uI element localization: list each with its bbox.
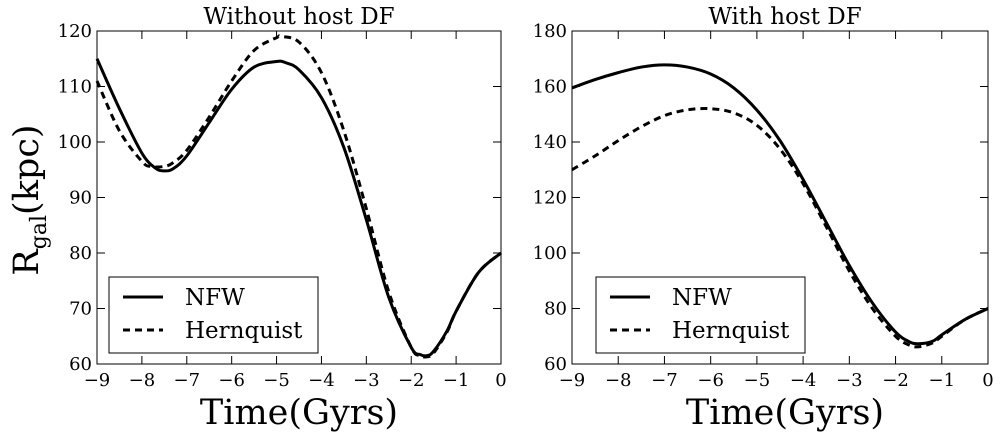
y-axis-label-unit: (kpc) (7, 124, 47, 215)
legend-label-nfw: NFW (185, 285, 245, 311)
legend-box (108, 276, 319, 354)
panel-title: Without host DF (203, 4, 394, 30)
legend-label-nfw: NFW (672, 285, 732, 311)
y-axis-label: Rgal(kpc) (7, 124, 52, 275)
plot-area: −9 −8 −7 −6 −5 −4 −3 −2 −1 0 60 70 80 90 100 110 120 (58, 21, 507, 391)
x-tick-label: 0 (982, 370, 993, 391)
series-line-hernquist (571, 106, 989, 349)
x-tick-label: −1 (443, 370, 470, 391)
legend: NFW Hernquist (108, 276, 319, 354)
x-tick-label: −9 (84, 370, 111, 391)
y-tick-label: 100 (533, 243, 567, 264)
x-tick-label: −7 (651, 370, 678, 391)
x-tick-label: −5 (263, 370, 290, 391)
x-tick-label: −9 (559, 370, 586, 391)
x-tick-label: −8 (605, 370, 632, 391)
x-axis-label: Time(Gyrs) (686, 393, 884, 433)
panel-with-host-df: With host DF −9 −8 −7 −6 −5 −4 −3 −2 −1 0 60 80 100 1… (533, 4, 994, 433)
x-tick-label: −4 (790, 370, 817, 391)
y-tick-label: 60 (544, 354, 567, 375)
x-tick-label: −8 (129, 370, 156, 391)
x-tick-label: −5 (744, 370, 771, 391)
y-tick-label: 70 (69, 299, 92, 320)
panel-without-host-df: Without host DF −9 −8 −7 −6 −5 −4 −3 −2 −1 0 60 70 8… (58, 4, 507, 433)
y-tick-label: 100 (58, 132, 92, 153)
legend: NFW Hernquist (595, 276, 806, 354)
series-line-nfw (571, 63, 989, 346)
y-tick-label: 80 (544, 299, 567, 320)
y-tick-label: 80 (69, 243, 92, 264)
x-tick-label: −6 (218, 370, 245, 391)
x-tick-label: −2 (398, 370, 425, 391)
x-tick-label: −7 (174, 370, 201, 391)
legend-label-hernquist: Hernquist (185, 318, 303, 344)
x-tick-label: 0 (495, 370, 506, 391)
x-tick-label: −3 (353, 370, 380, 391)
legend-box (595, 276, 806, 354)
y-axis-label-main: R (7, 248, 47, 276)
x-tick-label: −1 (929, 370, 956, 391)
y-tick-label: 140 (533, 132, 567, 153)
series-line-hernquist (95, 34, 502, 359)
y-tick-label: 180 (533, 21, 567, 42)
x-tick-label: −4 (308, 370, 335, 391)
y-tick-label: 60 (69, 354, 92, 375)
plot-area: −9 −8 −7 −6 −5 −4 −3 −2 −1 0 60 80 100 120 140 160 180 (533, 21, 994, 391)
y-tick-label: 120 (533, 188, 567, 209)
x-tick-label: −2 (882, 370, 909, 391)
y-tick-label: 120 (58, 21, 92, 42)
legend-label-hernquist: Hernquist (672, 318, 790, 344)
y-tick-label: 160 (533, 77, 567, 98)
y-tick-label: 90 (69, 188, 92, 209)
y-axis-label-subscript: gal (27, 215, 52, 249)
y-tick-label: 110 (58, 77, 92, 98)
x-tick-label: −3 (836, 370, 863, 391)
x-axis-label: Time(Gyrs) (200, 393, 398, 433)
panel-title: With host DF (708, 4, 861, 30)
x-tick-label: −6 (697, 370, 724, 391)
